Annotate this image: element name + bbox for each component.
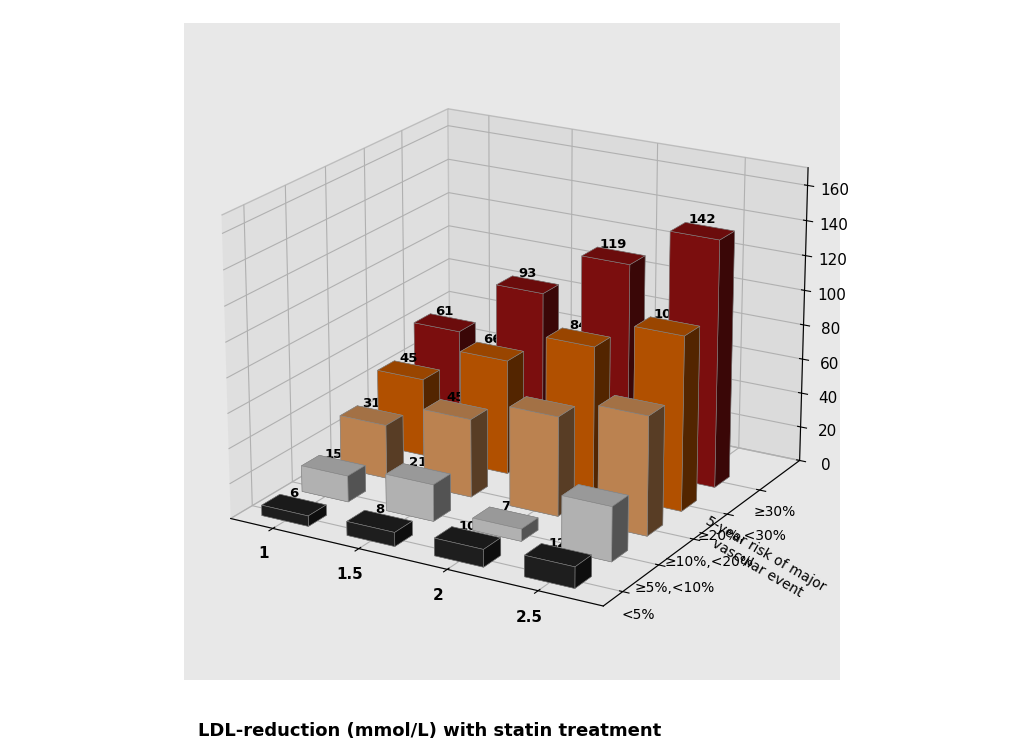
Text: 5-year risk of major
vascular event: 5-year risk of major vascular event (695, 514, 828, 609)
Text: LDL-reduction (mmol/L) with statin treatment: LDL-reduction (mmol/L) with statin treat… (199, 722, 662, 740)
